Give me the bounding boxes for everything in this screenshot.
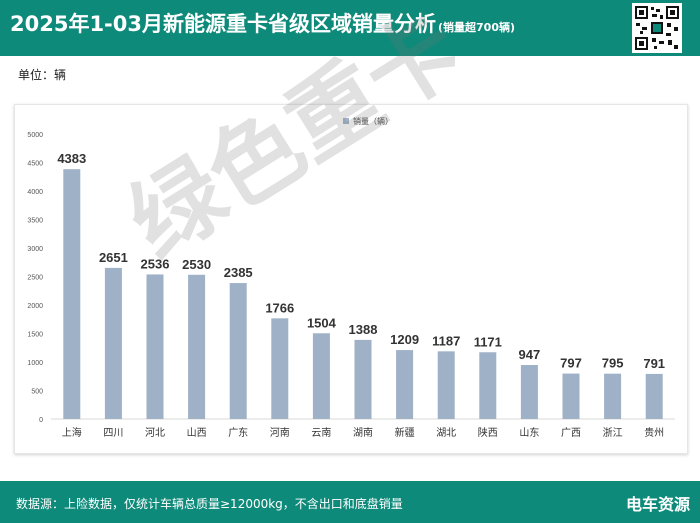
data-label-7: 1504 — [307, 315, 337, 330]
bar-7 — [312, 333, 330, 419]
brand-logo: 电车资源 — [625, 495, 690, 514]
data-label-6: 1766 — [265, 300, 294, 315]
category-label-8: 湖南 — [353, 426, 373, 439]
data-label-8: 1388 — [349, 322, 378, 337]
category-label-12: 山东 — [519, 426, 539, 439]
category-label-14: 浙江 — [603, 427, 623, 439]
category-label-4: 山西 — [187, 427, 207, 439]
bar-11 — [479, 352, 497, 419]
bar-1 — [63, 169, 81, 419]
bar-chart: 0 500 1000 1500 2000 2500 3000 3500 4000 4500 5000… — [27, 116, 675, 439]
data-label-15: 791 — [643, 356, 665, 371]
y-tick-label: 1000 — [27, 360, 43, 367]
data-label-13: 797 — [560, 356, 582, 371]
data-label-11: 1171 — [474, 334, 502, 349]
y-tick-label: 2000 — [27, 303, 43, 310]
bar-2 — [104, 267, 122, 419]
bar-10 — [437, 351, 455, 419]
y-tick-label: 500 — [31, 389, 43, 396]
category-label-9: 新疆 — [395, 426, 415, 439]
category-label-5: 广东 — [228, 426, 248, 439]
header-banner: 2025年1-03月新能源重卡省级区域销量分析 (销量超700辆) — [0, 0, 700, 56]
bar-6 — [271, 318, 289, 419]
data-label-9: 1209 — [390, 332, 419, 347]
data-label-2: 2651 — [99, 250, 128, 265]
qr-code-icon — [632, 3, 682, 53]
title-subtitle: (销量超700辆) — [438, 21, 516, 34]
bar-8 — [354, 339, 372, 419]
bar-9 — [396, 350, 414, 419]
data-label-12: 947 — [519, 347, 541, 362]
bar-4 — [188, 274, 206, 419]
page-title: 2025年1-03月新能源重卡省级区域销量分析 (销量超700辆) — [10, 8, 515, 38]
y-tick-label: 5000 — [27, 132, 43, 139]
data-label-14: 795 — [602, 356, 624, 371]
data-label-10: 1187 — [432, 333, 460, 348]
category-label-6: 河南 — [270, 426, 290, 439]
data-source-note: 数据源：上险数据，仅统计车辆总质量≥12000kg，不含出口和底盘销量 — [16, 497, 403, 511]
data-label-1: 4383 — [57, 151, 86, 166]
bar-12 — [520, 365, 538, 419]
data-label-4: 2530 — [182, 257, 211, 272]
chart-panel: 0 500 1000 1500 2000 2500 3000 3500 4000 4500 5000… — [14, 104, 688, 454]
category-label-3: 河北 — [145, 427, 165, 439]
category-label-11: 陕西 — [478, 426, 498, 439]
category-label-10: 湖北 — [436, 427, 456, 439]
bar-15 — [645, 373, 663, 419]
y-tick-label: 3500 — [27, 218, 43, 225]
category-label-15: 贵州 — [644, 426, 664, 439]
y-tick-label: 1500 — [27, 332, 43, 339]
y-tick-label: 3000 — [27, 246, 43, 253]
category-label-13: 广西 — [561, 427, 581, 439]
data-label-3: 2536 — [141, 256, 170, 271]
category-label-1: 上海 — [62, 426, 82, 439]
footer-banner: 数据源：上险数据，仅统计车辆总质量≥12000kg，不含出口和底盘销量 电车资源 — [0, 481, 700, 523]
legend-swatch — [343, 118, 349, 124]
title-text: 2025年1-03月新能源重卡省级区域销量分析 — [10, 12, 436, 36]
bar-3 — [146, 274, 164, 419]
category-label-7: 云南 — [311, 426, 331, 439]
category-label-2: 四川 — [103, 428, 123, 439]
y-tick-label: 4500 — [27, 161, 43, 168]
y-tick-label: 2500 — [27, 275, 43, 282]
legend-label: 销量（辆） — [353, 116, 393, 126]
unit-label: 单位：辆 — [18, 68, 67, 82]
bar-5 — [229, 283, 247, 419]
y-tick-label: 4000 — [27, 189, 43, 196]
bar-13 — [562, 373, 580, 419]
bar-14 — [604, 373, 622, 419]
y-tick-label: 0 — [39, 417, 43, 424]
data-label-5: 2385 — [224, 265, 253, 280]
